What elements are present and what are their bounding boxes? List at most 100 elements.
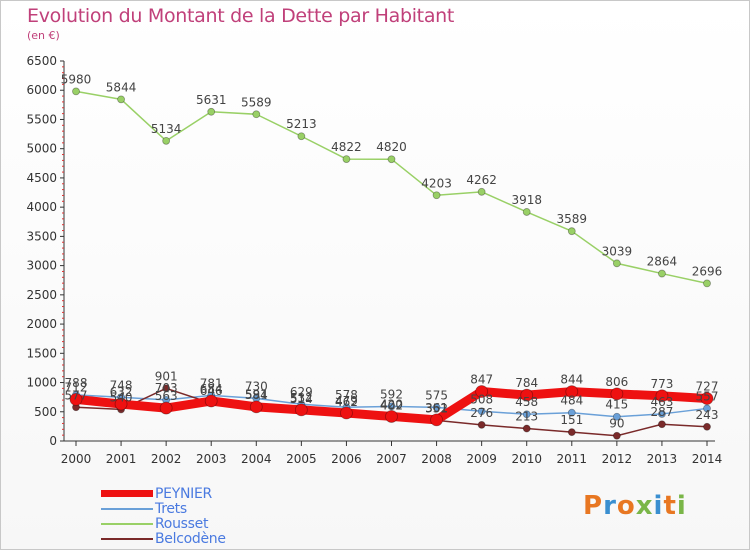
logo-letter: P — [583, 491, 604, 521]
data-label-belcodene: 213 — [515, 410, 538, 424]
data-label-trets: 458 — [515, 395, 538, 409]
x-tick-label: 2000 — [61, 452, 92, 466]
data-point-rousset — [117, 95, 125, 104]
data-point-rousset — [658, 269, 666, 278]
data-label-trets: 781 — [200, 376, 223, 390]
data-point-peynier — [655, 389, 669, 403]
data-point-peynier — [475, 385, 489, 398]
data-label-belcodene: 462 — [335, 395, 358, 409]
logo-letter: t — [663, 491, 677, 521]
x-tick-label: 2005 — [286, 452, 317, 466]
data-label-trets: 629 — [290, 385, 313, 399]
axes: 0 500 1000 1500 2000 2500 3000 3500 4000 4500 5000… — [26, 54, 722, 466]
data-label-rousset: 2864 — [647, 255, 678, 269]
data-label-trets: 788 — [65, 376, 88, 390]
data-label-rousset: 3918 — [511, 193, 542, 207]
y-tick-label: 5000 — [26, 142, 57, 156]
data-point-belcodene — [612, 431, 621, 440]
data-label-rousset: 4203 — [421, 176, 452, 190]
data-label-peynier: 632 — [110, 385, 133, 399]
legend-item-trets: Trets — [101, 501, 301, 517]
data-label-peynier: 479 — [335, 394, 358, 408]
x-tick-label: 2003 — [196, 452, 227, 466]
data-point-rousset — [72, 87, 80, 96]
data-label-peynier: 420 — [380, 397, 403, 411]
data-point-peynier — [204, 394, 218, 408]
y-tick-label: 4500 — [26, 171, 57, 185]
chart-subtitle: (en €) — [27, 29, 60, 42]
data-point-belcodene — [522, 424, 531, 433]
y-tick-label: 0 — [49, 434, 57, 448]
data-point-peynier — [700, 392, 714, 405]
data-point-rousset — [477, 187, 486, 196]
data-label-trets: 484 — [560, 394, 583, 408]
x-tick-label: 2011 — [557, 452, 588, 466]
data-label-peynier: 712 — [65, 380, 88, 394]
data-point-rousset — [342, 155, 351, 163]
data-label-trets: 557 — [696, 389, 719, 403]
data-label-rousset: 4822 — [331, 140, 362, 154]
data-point-peynier — [430, 413, 443, 427]
y-tick-label: 3500 — [26, 229, 57, 243]
data-point-peynier — [69, 392, 83, 406]
data-label-trets: 575 — [425, 388, 448, 402]
legend-label-belcodene: Belcodène — [155, 531, 226, 547]
data-label-belcodene: 591 — [245, 387, 268, 401]
data-label-rousset: 5213 — [286, 117, 317, 131]
legend-swatch-peynier — [101, 490, 153, 497]
data-labels-layer: 712 632 563 684 584 532 479 420 361 847 784 844 806 7… — [61, 72, 723, 430]
data-point-trets — [522, 410, 531, 419]
data-point-trets — [432, 403, 441, 412]
data-point-rousset — [567, 227, 576, 236]
data-label-belcodene: 540 — [110, 390, 133, 404]
data-label-belcodene: 243 — [696, 408, 719, 422]
data-label-trets: 730 — [245, 379, 268, 393]
data-label-peynier: 727 — [696, 379, 719, 393]
x-tick-label: 2001 — [106, 452, 137, 466]
data-point-trets — [477, 407, 486, 416]
data-label-rousset: 5844 — [106, 80, 137, 94]
x-tick-label: 2008 — [421, 452, 452, 466]
y-tick-label: 1500 — [26, 346, 57, 360]
data-label-belcodene: 287 — [650, 405, 673, 419]
y-tick-label: 4000 — [26, 200, 57, 214]
legend-swatch-rousset — [101, 523, 153, 525]
legend-item-belcodene: Belcodène — [101, 531, 301, 547]
x-tick-label: 2004 — [241, 452, 272, 466]
data-label-rousset: 4262 — [466, 173, 497, 187]
x-tick-label: 2009 — [466, 452, 497, 466]
data-label-belcodene: 402 — [380, 398, 403, 412]
x-tick-label: 2013 — [647, 452, 678, 466]
logo-letter: r — [603, 491, 617, 521]
data-point-belcodene — [162, 384, 171, 393]
data-point-peynier — [114, 397, 128, 411]
legend-label-rousset: Rousset — [155, 516, 209, 532]
data-point-rousset — [252, 110, 261, 119]
data-point-rousset — [162, 136, 171, 145]
x-tick-label: 2002 — [151, 452, 182, 466]
data-label-trets: 592 — [380, 387, 403, 401]
data-label-trets: 748 — [110, 378, 133, 392]
data-point-peynier — [520, 388, 534, 402]
x-tick-label: 2014 — [692, 452, 723, 466]
data-label-peynier: 847 — [470, 372, 493, 386]
y-tick-label: 6500 — [26, 54, 57, 68]
data-label-peynier: 784 — [515, 376, 538, 390]
data-point-rousset — [387, 155, 396, 164]
series-layer — [69, 87, 714, 440]
proxiti-logo: Proxiti — [583, 491, 687, 521]
y-tick-label: 2000 — [26, 317, 57, 331]
data-point-peynier — [159, 401, 173, 415]
logo-letter: o — [616, 491, 636, 521]
legend-item-peynier: PEYNIER — [101, 486, 301, 502]
data-label-peynier: 532 — [290, 391, 313, 405]
data-label-belcodene: 276 — [470, 406, 493, 420]
x-tick-label: 2007 — [376, 452, 407, 466]
data-point-trets — [612, 412, 621, 421]
data-point-rousset — [612, 259, 621, 268]
data-point-peynier — [565, 385, 579, 399]
chart-title: Evolution du Montant de la Dette par Hab… — [27, 5, 455, 27]
data-point-peynier — [340, 406, 353, 420]
